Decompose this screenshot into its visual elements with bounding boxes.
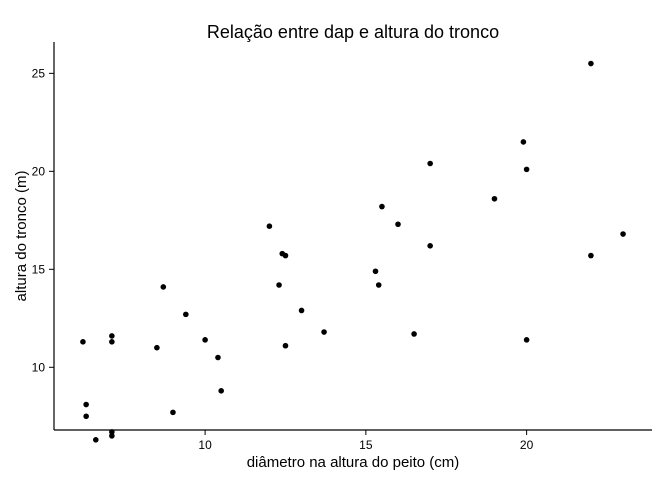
data-point xyxy=(202,337,208,343)
y-axis-ticks: 10 15 20 25 xyxy=(32,66,54,374)
data-point xyxy=(395,221,401,228)
data-point xyxy=(282,342,289,349)
data-point xyxy=(321,329,327,335)
data-point xyxy=(372,268,379,275)
y-tick-label: 15 xyxy=(32,262,46,276)
x-tick-label: 20 xyxy=(520,438,534,452)
data-point xyxy=(83,401,89,408)
data-point xyxy=(427,160,433,167)
data-point xyxy=(109,429,115,435)
data-points xyxy=(80,60,626,443)
data-point xyxy=(83,413,89,420)
data-point xyxy=(80,339,86,345)
x-tick-label: 10 xyxy=(198,438,212,452)
data-point xyxy=(154,344,160,351)
data-point xyxy=(266,223,273,230)
data-point xyxy=(588,252,594,259)
data-point xyxy=(375,282,382,288)
data-point xyxy=(109,333,115,339)
data-point xyxy=(491,195,498,202)
data-point xyxy=(523,166,530,173)
y-tick-label: 20 xyxy=(32,164,46,178)
data-point xyxy=(427,242,433,249)
x-axis-ticks: 10 15 20 xyxy=(198,430,534,452)
data-point xyxy=(523,337,530,343)
data-point xyxy=(109,433,115,439)
data-point xyxy=(218,388,224,394)
chart-title: Relação entre dap e altura do tronco xyxy=(207,22,499,42)
data-point xyxy=(379,203,385,210)
data-point xyxy=(183,311,189,318)
x-axis-label: diâmetro na altura do peito (cm) xyxy=(247,454,460,471)
data-point xyxy=(411,331,417,337)
y-tick-label: 25 xyxy=(32,66,46,80)
data-point xyxy=(588,60,594,67)
x-tick-label: 15 xyxy=(359,438,373,452)
data-point xyxy=(298,307,305,314)
data-point xyxy=(109,339,115,345)
data-point xyxy=(282,252,289,259)
data-point xyxy=(170,409,176,416)
data-point xyxy=(620,231,626,237)
data-point xyxy=(276,282,282,288)
y-axis-label: altura do tronco (m) xyxy=(13,171,30,302)
data-point xyxy=(520,139,527,145)
y-tick-label: 10 xyxy=(32,360,46,374)
data-point xyxy=(92,436,99,443)
data-point xyxy=(215,354,221,361)
data-point xyxy=(160,284,167,290)
